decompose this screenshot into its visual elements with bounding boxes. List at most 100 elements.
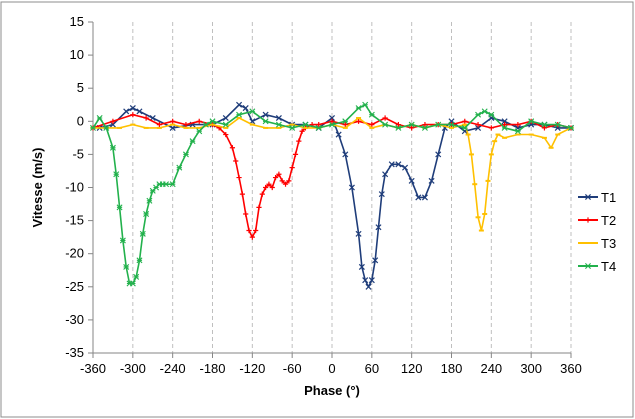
data-point-t1 — [328, 114, 336, 122]
data-point-t4 — [139, 230, 146, 237]
data-point-t1 — [421, 194, 428, 201]
data-point-t4 — [163, 181, 170, 188]
data-point-t2 — [246, 227, 252, 234]
data-point-t2 — [229, 145, 236, 151]
data-point-t4 — [196, 128, 203, 135]
data-point-t4 — [189, 138, 196, 145]
data-point-t4 — [488, 111, 495, 118]
data-point-t4 — [90, 124, 96, 131]
data-point-t2 — [269, 184, 275, 191]
data-point-t2 — [236, 174, 242, 181]
axes — [88, 21, 572, 358]
data-point-t2 — [462, 118, 468, 124]
data-point-t4 — [501, 124, 508, 131]
data-point-t1 — [236, 101, 243, 108]
data-point-t1 — [395, 161, 402, 168]
data-point-t4 — [514, 128, 521, 135]
data-point-t1 — [342, 151, 349, 158]
data-point-t2 — [299, 128, 305, 134]
data-point-t4 — [355, 105, 362, 112]
data-point-t2 — [422, 122, 428, 128]
data-point-t4 — [528, 118, 535, 125]
data-point-t2 — [395, 122, 401, 128]
data-point-t2 — [249, 234, 255, 240]
data-point-t4 — [236, 111, 243, 118]
x-tick-label: 0 — [328, 361, 335, 376]
legend-label-t4: T4 — [601, 259, 616, 274]
data-point-t1 — [415, 194, 422, 201]
data-point-t1 — [362, 277, 369, 284]
data-point-t2 — [316, 122, 322, 128]
data-point-t2 — [156, 122, 162, 128]
data-point-t4 — [103, 124, 110, 131]
x-tick-label: 120 — [401, 361, 423, 376]
y-tick-label: 15 — [70, 14, 84, 29]
y-tick-label: -25 — [65, 279, 84, 294]
data-point-t2 — [279, 178, 285, 184]
data-point-t4 — [448, 121, 455, 128]
data-point-t4 — [362, 101, 369, 108]
data-point-t1 — [365, 283, 372, 290]
data-point-t2 — [130, 112, 136, 118]
data-point-t1 — [242, 105, 249, 112]
data-point-t1 — [368, 277, 375, 284]
legend-item-t3: T3 — [578, 236, 616, 251]
data-point-t2 — [263, 184, 269, 191]
data-point-t4 — [568, 124, 574, 131]
data-point-t2 — [272, 174, 279, 181]
data-point-t2 — [243, 211, 249, 217]
y-tick-label: 10 — [70, 47, 84, 62]
y-tick-label: -30 — [65, 312, 84, 327]
data-point-t2 — [409, 125, 415, 131]
data-point-t4 — [116, 204, 123, 211]
data-point-t4 — [475, 111, 482, 118]
data-point-t1 — [372, 257, 379, 264]
data-point-t1 — [129, 105, 136, 112]
x-axis-title: Phase (°) — [304, 383, 360, 398]
data-point-t1 — [358, 263, 365, 270]
data-point-t4 — [289, 124, 296, 131]
data-point-t1 — [388, 161, 395, 168]
data-point-t2 — [286, 178, 292, 184]
data-point-t2 — [329, 118, 335, 124]
data-point-t2 — [110, 118, 116, 124]
data-point-t1 — [123, 108, 130, 115]
data-point-t4 — [315, 124, 322, 131]
data-point-t4 — [209, 118, 216, 125]
data-point-t2 — [541, 125, 548, 131]
x-tick-label: -300 — [120, 361, 146, 376]
legend-label-t1: T1 — [601, 190, 616, 205]
x-tick-label: -360 — [80, 361, 106, 376]
legend-label-t3: T3 — [601, 236, 616, 251]
data-point-t4 — [461, 124, 468, 131]
legend-item-t2: T2 — [578, 213, 616, 228]
data-point-t1 — [169, 124, 176, 131]
data-point-t2 — [282, 181, 289, 187]
data-point-t4 — [435, 121, 442, 128]
data-point-t4 — [96, 115, 103, 121]
data-point-t4 — [143, 210, 150, 217]
data-point-t2 — [502, 122, 508, 128]
data-point-t4 — [176, 164, 183, 171]
data-point-t2 — [183, 122, 189, 128]
data-point-t2 — [259, 191, 265, 197]
data-point-t4 — [395, 124, 402, 131]
data-point-t2 — [253, 227, 259, 234]
data-point-t4 — [119, 237, 126, 244]
x-tick-label: 180 — [441, 361, 463, 376]
data-point-t4 — [302, 121, 309, 128]
gridlines — [132, 22, 572, 353]
data-point-t2 — [170, 118, 176, 124]
data-point-t2 — [369, 122, 375, 128]
data-point-t2 — [196, 118, 202, 124]
data-point-t1 — [382, 171, 389, 178]
data-point-t2 — [475, 122, 481, 128]
data-point-t4 — [123, 263, 130, 270]
data-point-t4 — [554, 121, 561, 128]
data-point-t2 — [296, 138, 302, 144]
data-point-t2 — [239, 191, 245, 197]
data-point-t2 — [223, 131, 229, 138]
data-point-t2 — [292, 151, 299, 157]
data-point-t4 — [408, 121, 415, 128]
legend: T1 T2 T3 T4 — [578, 190, 616, 274]
